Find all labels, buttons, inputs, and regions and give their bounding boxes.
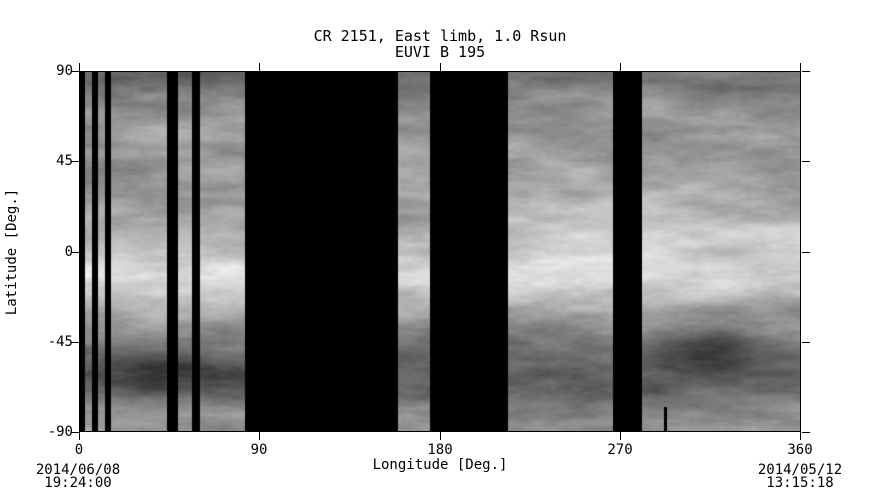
y-axis-right-tick [802, 161, 810, 162]
x-axis-bottom-tick [259, 432, 260, 440]
y-tick-label: -90 [47, 424, 73, 440]
x-tick-label: 90 [250, 442, 268, 458]
y-axis-title: Latitude [Deg.] [4, 188, 20, 316]
y-axis-left-tick [71, 252, 79, 253]
start-date-label: 2014/06/08 19:24:00 [28, 462, 128, 491]
y-axis-right-tick [802, 71, 810, 72]
x-axis-top-tick [620, 63, 621, 71]
y-tick-label: -45 [47, 334, 73, 350]
x-axis-bottom-tick [800, 432, 801, 440]
y-tick-label: 90 [56, 63, 73, 79]
y-tick-label: 45 [56, 153, 73, 169]
y-axis-left-tick [71, 342, 79, 343]
y-axis-right-tick [802, 432, 810, 433]
y-axis-left-tick [71, 161, 79, 162]
x-axis-top-tick [800, 63, 801, 71]
end-date: 2014/05/12 [757, 462, 843, 478]
synoptic-map-image [80, 72, 800, 431]
y-axis-right-tick [802, 342, 810, 343]
x-axis-bottom-tick [440, 432, 441, 440]
y-axis-right-tick [802, 252, 810, 253]
x-axis-bottom-tick [620, 432, 621, 440]
start-date: 2014/06/08 [35, 462, 121, 478]
x-axis-top-tick [440, 63, 441, 71]
y-axis-left-tick [71, 432, 79, 433]
title-block: CR 2151, East limb, 1.0 Rsun EUVI B 195 [80, 28, 800, 60]
chart-title: CR 2151, East limb, 1.0 Rsun [313, 27, 567, 45]
x-axis-top-tick [79, 63, 80, 71]
x-axis-top-tick [259, 63, 260, 71]
x-axis-title: Longitude [Deg.] [372, 457, 508, 473]
x-tick-label: 270 [607, 442, 633, 458]
start-time: 19:24:00 [44, 475, 112, 491]
x-tick-label: 180 [427, 442, 453, 458]
end-time: 13:15:18 [766, 475, 834, 491]
end-date-label: 2014/05/12 13:15:18 [750, 462, 850, 491]
chart-subtitle: EUVI B 195 [394, 43, 486, 61]
x-axis-bottom-tick [79, 432, 80, 440]
x-tick-label: 360 [787, 442, 813, 458]
y-tick-label: 0 [64, 244, 73, 260]
y-axis-left-tick [71, 71, 79, 72]
x-tick-label: 0 [74, 442, 84, 458]
